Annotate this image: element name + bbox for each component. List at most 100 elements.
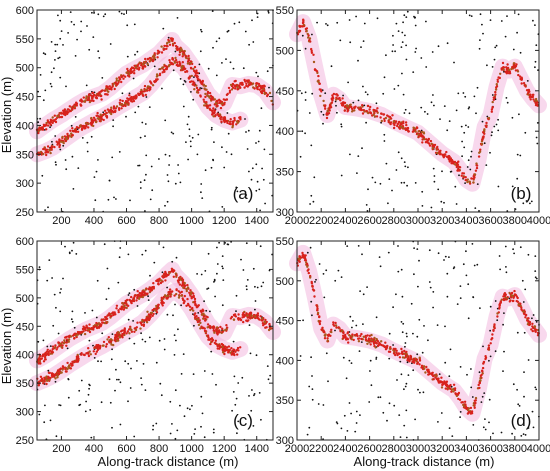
signal-point — [237, 318, 240, 321]
noise-point — [356, 172, 358, 175]
noise-point — [162, 246, 165, 249]
noise-point — [141, 121, 144, 124]
noise-point — [335, 104, 337, 107]
signal-point — [331, 94, 334, 97]
noise-point — [403, 112, 406, 114]
noise-point — [129, 199, 131, 202]
noise-point — [212, 428, 215, 431]
signal-point — [84, 329, 87, 332]
noise-point — [380, 121, 382, 124]
noise-point — [497, 118, 499, 121]
noise-point — [349, 153, 351, 156]
signal-point — [209, 342, 212, 346]
signal-point — [70, 132, 73, 135]
noise-point — [250, 178, 253, 181]
signal-point — [215, 326, 219, 329]
noise-point — [187, 115, 190, 118]
signal-point — [400, 347, 403, 351]
signal-point — [150, 288, 153, 291]
signal-point — [415, 126, 419, 129]
noise-point — [50, 85, 53, 88]
signal-point — [474, 169, 478, 172]
signal-point — [92, 326, 95, 330]
noise-point — [88, 339, 91, 342]
noise-point — [266, 70, 269, 73]
noise-point — [162, 27, 165, 30]
signal-point — [148, 89, 151, 92]
signal-point — [162, 48, 165, 51]
signal-point — [260, 317, 264, 320]
noise-point — [144, 340, 147, 343]
signal-point — [158, 72, 162, 76]
signal-point — [88, 100, 92, 104]
noise-point — [192, 98, 195, 101]
signal-point — [177, 290, 180, 293]
noise-point — [494, 46, 497, 49]
signal-point — [388, 118, 391, 121]
signal-point — [37, 151, 40, 154]
noise-point — [531, 317, 533, 320]
noise-point — [428, 281, 431, 283]
signal-point — [250, 314, 253, 317]
signal-point — [204, 317, 207, 320]
signal-point — [54, 377, 57, 380]
signal-point — [481, 370, 484, 373]
signal-point — [178, 53, 181, 56]
signal-point — [233, 119, 236, 122]
signal-point — [205, 104, 208, 108]
noise-point — [413, 15, 415, 18]
signal-point — [239, 118, 242, 121]
signal-point — [66, 112, 69, 116]
signal-point — [195, 91, 199, 94]
x-tick-label: 3400 — [454, 215, 478, 227]
noise-point — [427, 339, 429, 342]
noise-point — [263, 148, 266, 151]
signal-point — [185, 304, 188, 307]
noise-point — [64, 159, 67, 161]
noise-point — [448, 427, 451, 429]
signal-point — [96, 348, 100, 352]
signal-point — [389, 122, 392, 126]
signal-point — [382, 344, 385, 348]
noise-point — [177, 164, 180, 166]
signal-point — [90, 120, 94, 123]
signal-point — [172, 275, 175, 278]
signal-point — [106, 108, 110, 111]
noise-point — [357, 155, 360, 158]
noise-point — [403, 14, 406, 17]
signal-point — [144, 288, 147, 291]
signal-point — [47, 350, 50, 354]
signal-point — [49, 120, 52, 124]
noise-point — [196, 153, 199, 156]
signal-point — [451, 160, 454, 163]
signal-point — [132, 99, 136, 103]
signal-point — [507, 68, 511, 72]
noise-point — [302, 319, 304, 322]
signal-point — [144, 57, 147, 61]
noise-point — [512, 248, 514, 251]
signal-point — [329, 106, 333, 109]
signal-point — [231, 351, 234, 354]
signal-point — [65, 335, 68, 339]
signal-point — [404, 121, 408, 124]
noise-point — [139, 187, 142, 189]
signal-point — [180, 290, 183, 294]
signal-point — [517, 73, 520, 77]
noise-point — [476, 263, 479, 266]
signal-point — [360, 337, 363, 341]
signal-point — [496, 315, 499, 318]
signal-point — [313, 295, 316, 298]
noise-point — [446, 42, 449, 45]
signal-point — [213, 109, 216, 112]
noise-point — [535, 388, 538, 391]
noise-point — [459, 416, 461, 418]
noise-point — [127, 400, 129, 403]
noise-point — [92, 344, 94, 347]
signal-point — [52, 373, 56, 376]
signal-point — [159, 67, 162, 71]
signal-point — [501, 61, 505, 65]
noise-point — [111, 156, 114, 159]
noise-point — [116, 378, 118, 381]
noise-point — [534, 24, 536, 26]
noise-point — [267, 11, 270, 14]
